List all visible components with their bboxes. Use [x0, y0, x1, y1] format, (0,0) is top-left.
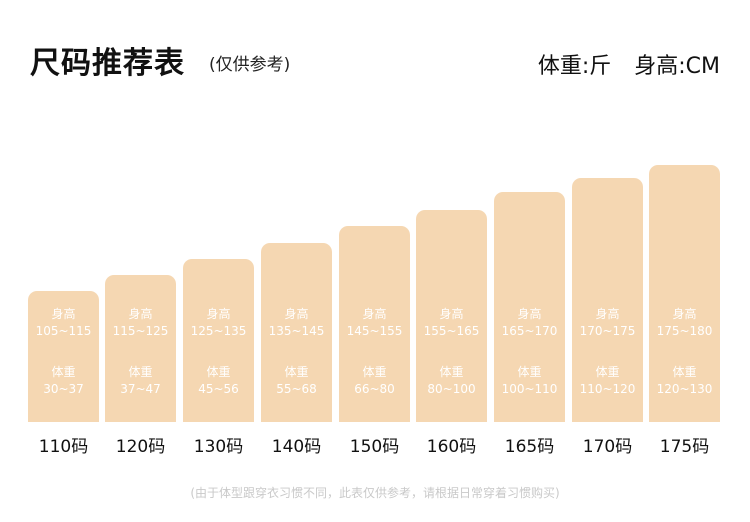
size-label: 130码 — [193, 437, 244, 457]
bar-info: 身高 175~180 体重 120~130 — [649, 297, 720, 422]
size-bar: 身高 105~115 体重 30~37 — [28, 291, 99, 422]
weight-label: 体重 — [128, 365, 153, 379]
size-label: 150码 — [349, 437, 400, 457]
bar-info: 身高 115~125 体重 37~47 — [105, 297, 176, 422]
bar-info: 身高 170~175 体重 110~120 — [572, 297, 643, 422]
height-range: 155~165 — [423, 324, 480, 338]
weight-label: 体重 — [206, 365, 231, 379]
weight-label: 体重 — [672, 365, 697, 379]
size-bar: 身高 145~155 体重 66~80 — [339, 226, 410, 422]
height-range: 125~135 — [190, 324, 247, 338]
weight-range: 100~110 — [501, 382, 558, 396]
size-label: 160码 — [426, 437, 477, 457]
page-title: 尺码推荐表 — [30, 46, 185, 81]
weight-range: 120~130 — [656, 382, 713, 396]
size-bar: 身高 115~125 体重 37~47 — [105, 275, 176, 422]
bar-info: 身高 165~170 体重 100~110 — [494, 297, 565, 422]
weight-label: 体重 — [517, 365, 542, 379]
weight-label: 体重 — [51, 365, 76, 379]
weight-range: 110~120 — [579, 382, 636, 396]
height-label: 身高 — [51, 307, 76, 321]
bar-info: 身高 135~145 体重 55~68 — [261, 297, 332, 422]
weight-unit-label: 体重:斤 — [537, 54, 612, 79]
size-bar: 身高 170~175 体重 110~120 — [572, 178, 643, 422]
height-label: 身高 — [517, 307, 542, 321]
height-label: 身高 — [284, 307, 309, 321]
height-unit-label: 身高:CM — [634, 54, 720, 79]
footer-note: (由于体型跟穿衣习惯不同，此表仅供参考，请根据日常穿着习惯购买) — [190, 486, 560, 500]
size-label: 140码 — [271, 437, 322, 457]
height-range: 170~175 — [579, 324, 636, 338]
weight-label: 体重 — [362, 365, 387, 379]
weight-label: 体重 — [284, 365, 309, 379]
height-label: 身高 — [595, 307, 620, 321]
size-label: 120码 — [115, 437, 166, 457]
height-label: 身高 — [206, 307, 231, 321]
height-range: 115~125 — [112, 324, 169, 338]
height-label: 身高 — [672, 307, 697, 321]
size-label: 110码 — [38, 437, 89, 457]
height-range: 165~170 — [501, 324, 558, 338]
weight-range: 37~47 — [120, 382, 161, 396]
weight-range: 45~56 — [198, 382, 239, 396]
bar-info: 身高 145~155 体重 66~80 — [339, 297, 410, 422]
height-range: 105~115 — [35, 324, 92, 338]
weight-range: 30~37 — [43, 382, 84, 396]
size-label: 165码 — [504, 437, 555, 457]
height-label: 身高 — [362, 307, 387, 321]
weight-label: 体重 — [595, 365, 620, 379]
weight-label: 体重 — [439, 365, 464, 379]
height-range: 145~155 — [346, 324, 403, 338]
height-label: 身高 — [128, 307, 153, 321]
size-bar: 身高 125~135 体重 45~56 — [183, 259, 254, 422]
size-label: 175码 — [659, 437, 710, 457]
size-bar: 身高 135~145 体重 55~68 — [261, 243, 332, 422]
height-range: 135~145 — [268, 324, 325, 338]
height-label: 身高 — [439, 307, 464, 321]
size-bar: 身高 155~165 体重 80~100 — [416, 210, 487, 422]
weight-range: 55~68 — [276, 382, 317, 396]
size-label: 170码 — [582, 437, 633, 457]
size-bar: 身高 175~180 体重 120~130 — [649, 165, 720, 422]
units-legend: 体重:斤 身高:CM — [538, 48, 720, 80]
weight-range: 66~80 — [354, 382, 395, 396]
bar-info: 身高 125~135 体重 45~56 — [183, 297, 254, 422]
bar-info: 身高 155~165 体重 80~100 — [416, 297, 487, 422]
page-subtitle: (仅供参考) — [209, 55, 291, 75]
size-bar: 身高 165~170 体重 100~110 — [494, 192, 565, 422]
bar-info: 身高 105~115 体重 30~37 — [28, 297, 99, 422]
weight-range: 80~100 — [427, 382, 476, 396]
height-range: 175~180 — [656, 324, 713, 338]
